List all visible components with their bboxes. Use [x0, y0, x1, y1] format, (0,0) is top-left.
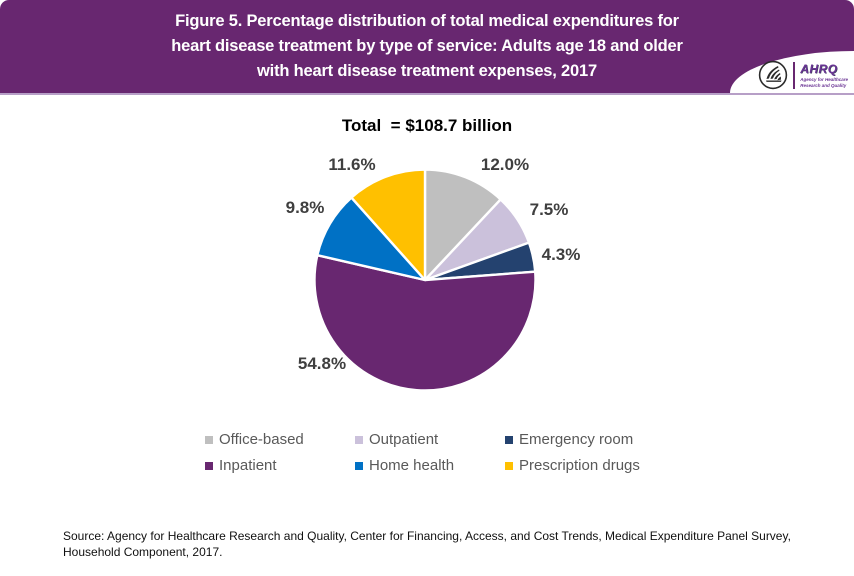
- pie-slice-office-based: [423, 168, 502, 282]
- slice-label-office-based: 12.0%: [480, 155, 530, 174]
- pie-slice-prescription-drugs: [350, 168, 427, 282]
- slice-label-prescription-drugs: 11.6%: [328, 155, 376, 174]
- legend-marker-icon: [205, 461, 213, 470]
- ahrq-wordmark: AHRQ: [800, 61, 838, 76]
- legend-label: Outpatient: [369, 431, 439, 448]
- legend-label: Home health: [369, 457, 455, 474]
- ahrq-logo: AHRQ Agency for Healthcare Research and …: [800, 61, 848, 88]
- legend-marker-icon: [355, 461, 363, 470]
- source-line2: Household Component, 2017.: [63, 545, 223, 559]
- ahrq-tagline-line2: Research and Quality: [800, 82, 847, 88]
- legend-item-office-based: Office-based: [205, 431, 355, 448]
- figure-title-line2: heart disease treatment by type of servi…: [171, 37, 683, 55]
- hhs-logo-icon: [759, 60, 788, 90]
- legend-label: Inpatient: [219, 457, 277, 474]
- legend-marker-icon: [505, 435, 513, 444]
- figure-title-line1: Figure 5. Percentage distribution of tot…: [175, 12, 679, 30]
- legend-item-outpatient: Outpatient: [355, 431, 505, 448]
- figure-title-line3: with heart disease treatment expenses, 2…: [257, 62, 597, 80]
- logo-divider: [793, 61, 796, 89]
- legend-label: Emergency room: [519, 431, 634, 448]
- legend-item-inpatient: Inpatient: [205, 457, 355, 474]
- legend-marker-icon: [505, 461, 513, 470]
- legend-item-prescription-drugs: Prescription drugs: [505, 457, 685, 474]
- agency-logos: AHRQ Agency for Healthcare Research and …: [758, 60, 848, 90]
- legend-label: Office-based: [219, 431, 304, 448]
- chart-legend: Office-based Outpatient Emergency room Inpa…: [205, 431, 685, 474]
- source-note: Source: Agency for Healthcare Research a…: [63, 528, 823, 560]
- legend-marker-icon: [205, 435, 213, 444]
- ahrq-tagline-line1: Agency for Healthcare: [800, 76, 848, 82]
- header-banner: Figure 5. Percentage distribution of tot…: [0, 0, 854, 95]
- pie-slice-inpatient: [313, 254, 537, 392]
- slice-label-home-health: 9.8%: [285, 198, 325, 217]
- figure-title: Figure 5. Percentage distribution of tot…: [0, 9, 854, 84]
- legend-label: Prescription drugs: [519, 457, 640, 474]
- source-line1: Source: Agency for Healthcare Research a…: [63, 529, 791, 543]
- slice-label-inpatient: 54.8%: [297, 354, 347, 373]
- legend-marker-icon: [355, 435, 363, 444]
- slice-label-emergency-room: 4.3%: [541, 245, 581, 264]
- chart-total-title: Total = $108.7 billion: [341, 116, 513, 135]
- legend-item-home-health: Home health: [355, 457, 505, 474]
- slice-label-outpatient: 7.5%: [529, 200, 569, 219]
- legend-item-emergency-room: Emergency room: [505, 431, 685, 448]
- pie-chart: [313, 168, 537, 392]
